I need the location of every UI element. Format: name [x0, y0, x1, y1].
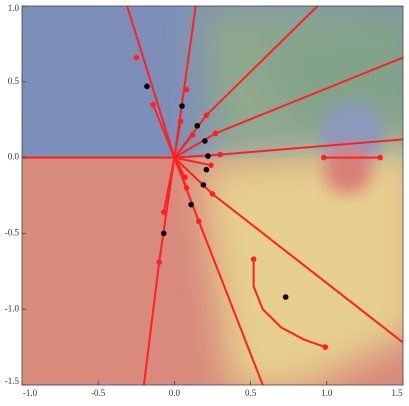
point — [282, 294, 289, 300]
point — [208, 162, 214, 168]
y-tick-label: -0.5 — [5, 227, 20, 237]
point — [195, 218, 202, 225]
plot-frame — [21, 5, 404, 386]
point — [194, 122, 201, 129]
point — [200, 182, 207, 188]
point — [377, 154, 383, 161]
y-tick-label: 0.0 — [8, 152, 20, 162]
point — [177, 118, 184, 125]
x-tick-label: 0.0 — [169, 388, 181, 398]
point — [144, 83, 150, 90]
curve — [152, 104, 176, 158]
curve — [173, 134, 194, 159]
point — [250, 256, 257, 262]
point — [182, 174, 188, 181]
point — [203, 112, 210, 118]
point — [160, 209, 167, 215]
y-tick-label: 0.5 — [8, 76, 20, 86]
point — [205, 153, 211, 159]
point — [212, 130, 219, 137]
point — [202, 138, 208, 144]
point — [160, 230, 167, 237]
point — [183, 185, 190, 191]
y-tick-label: 1.0 — [8, 3, 20, 13]
point — [320, 154, 327, 161]
point — [217, 151, 223, 158]
x-tick-label: 0.5 — [245, 388, 257, 398]
point — [189, 132, 196, 138]
x-tick-label: 1.5 — [391, 388, 403, 398]
point — [188, 201, 194, 208]
x-tick-label: -0.5 — [91, 388, 106, 398]
curve — [252, 259, 326, 349]
point — [133, 54, 140, 61]
point — [150, 101, 156, 108]
y-tick-label: -1.0 — [5, 303, 20, 313]
point — [209, 191, 216, 197]
point — [183, 86, 190, 93]
curve — [173, 121, 182, 158]
point — [179, 103, 185, 109]
curve — [126, 6, 176, 158]
point — [203, 166, 210, 173]
y-tick-label: -1.5 — [5, 376, 20, 386]
background — [22, 6, 403, 385]
point — [322, 344, 329, 350]
x-tick-label: -1.0 — [23, 388, 38, 398]
x-tick-label: 1.0 — [321, 388, 333, 398]
point — [156, 259, 162, 266]
curve — [174, 156, 212, 167]
